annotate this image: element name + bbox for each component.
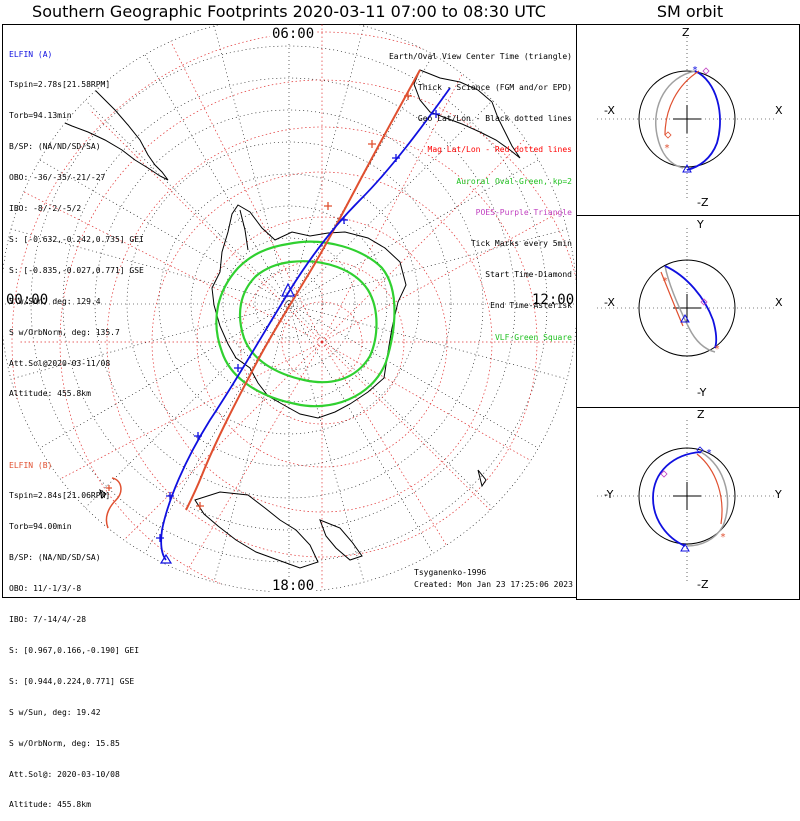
orbit-xy-left-label: -X: [604, 296, 615, 309]
orbit-yz-left-label: -Y: [604, 488, 614, 501]
legend-entry: Geo Lat/Lon - Black dotted lines: [417, 114, 572, 124]
orbit-yz-right-label: Y: [775, 488, 782, 501]
elfin-b-trajectory: [185, 69, 421, 511]
elfin-b-line: Altitude: 455.8km: [9, 800, 91, 810]
elfin-b-line: B/SP: (NA/ND/SD/SA): [9, 553, 101, 563]
legend: Earth/Oval View Center Time (triangle) T…: [389, 31, 572, 353]
elfin-b-line: IBO: 7/-14/4/-28: [9, 615, 87, 625]
orbit-yz-top-label: Z: [697, 408, 705, 421]
elfin-a-line: IBO: -8/-2/-5/2: [9, 204, 82, 214]
elfin-a-info: ELFIN (A) Tspin=2.78s[21.58RPM] Torb=94.…: [9, 29, 144, 410]
elfin-a-line: Torb=94.13min: [9, 111, 72, 121]
svg-text:*: *: [663, 276, 668, 287]
legend-entry: Start Time-Diamond: [485, 270, 572, 280]
view-center-triangle: [281, 282, 295, 297]
orbit-plot-xy: * *: [597, 228, 777, 392]
orbit-xy-top-label: Y: [697, 218, 704, 231]
orbit-xz-bottom-label: -Z: [697, 196, 709, 209]
elfin-a-line: S: [-0.632,-0.242,0.735] GEI: [9, 234, 144, 244]
legend-entry: POES-Purple Triangle: [475, 207, 572, 217]
svg-text:*: *: [665, 143, 670, 154]
legend-entry: Earth/Oval View Center Time (triangle): [388, 51, 572, 61]
legend-entry: End Time-Asterisk: [490, 301, 572, 311]
elfin-a-ticks: [156, 110, 440, 542]
legend-entry: Mag Lat/Lon - Red dotted lines: [427, 145, 573, 155]
orbit-xz-left-label: -X: [604, 104, 615, 117]
hour-label-top: 06:00: [270, 26, 317, 42]
model-credit: Tsyganenko-1996: [414, 568, 487, 577]
legend-entry: Thick - Science (FGM and/or EPD): [417, 83, 572, 93]
svg-text:*: *: [715, 344, 720, 355]
elfin-b-line: Tspin=2.84s[21.06RPM]: [9, 491, 111, 501]
legend-entry: Auroral Oval-Green, kp=2: [456, 176, 572, 186]
elfin-a-line: Att.Sol@2020-03-11/08: [9, 358, 111, 368]
orbit-xy-bottom-label: -Y: [697, 386, 707, 399]
elfin-b-line: S w/Sun, deg: 19.42: [9, 707, 101, 717]
elfin-b-name: ELFIN (B): [9, 460, 53, 470]
elfin-a-line: OBO: -36/-35/-21/-27: [9, 173, 106, 183]
plot-title: Southern Geographic Footprints 2020-03-1…: [32, 2, 546, 21]
orbit-plot-yz: * *: [597, 420, 777, 584]
elfin-b-line: S: [0.944,0.224,0.771] GSE: [9, 676, 135, 686]
footprint-map: [2, 24, 577, 593]
orbit-plot-xz: * *: [597, 37, 777, 201]
auroral-oval: [215, 240, 396, 408]
geo-grid: [2, 24, 577, 593]
elfin-b-info: ELFIN (B) Tspin=2.84s[21.06RPM] Torb=94.…: [9, 440, 139, 821]
legend-entry: Tick Marks every 5min: [470, 239, 572, 249]
orbit-xy-right-label: X: [775, 296, 783, 309]
elfin-a-name: ELFIN (A): [9, 49, 53, 59]
hour-label-bottom: 18:00: [270, 578, 317, 594]
elfin-b-line: Torb=94.00min: [9, 522, 72, 532]
elfin-b-orbit-trace: [105, 477, 122, 529]
elfin-a-line: Tspin=2.78s[21.58RPM]: [9, 80, 111, 90]
elfin-a-line: Altitude: 455.8km: [9, 389, 91, 399]
legend-entry: VLF-Green Square: [494, 332, 572, 342]
elfin-a-line: S w/OrbNorm, deg: 135.7: [9, 327, 120, 337]
created-timestamp: Created: Mon Jan 23 17:25:06 2023: [414, 580, 573, 589]
elfin-b-line: S: [0.967,0.166,-0.190] GEI: [9, 645, 140, 655]
elfin-b-line: OBO: 11/-1/3/-8: [9, 584, 82, 594]
elfin-b-line: S w/OrbNorm, deg: 15.85: [9, 738, 120, 748]
orbit-panel-title: SM orbit: [656, 2, 724, 21]
elfin-a-end-marker: [159, 553, 173, 564]
svg-text:*: *: [721, 532, 726, 543]
hour-label-left: 00:00: [6, 292, 49, 308]
elfin-a-trajectory: [160, 87, 451, 561]
elfin-b-ticks: [196, 92, 412, 510]
hour-label-right: 12:00: [532, 292, 575, 308]
orbit-yz-bottom-label: -Z: [697, 578, 709, 591]
elfin-b-line: Att.Sol@: 2020-03-10/08: [9, 769, 120, 779]
svg-text:*: *: [693, 65, 698, 76]
orbit-xz-top-label: Z: [682, 26, 690, 39]
elfin-a-line: B/SP: (NA/ND/SD/SA): [9, 142, 101, 152]
svg-text:*: *: [707, 448, 712, 459]
elfin-a-line: S w/Sun, deg: 129.4: [9, 296, 101, 306]
elfin-a-line: S: [-0.835,-0.027,0.771] GSE: [9, 265, 144, 275]
orbit-xz-right-label: X: [775, 104, 783, 117]
